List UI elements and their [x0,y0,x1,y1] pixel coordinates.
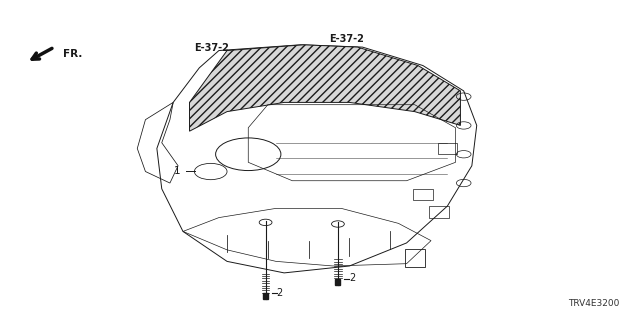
Bar [429,206,449,218]
Text: 1: 1 [174,166,180,176]
Text: FR.: FR. [63,49,82,60]
Text: 2: 2 [349,273,355,284]
Polygon shape [189,45,460,131]
Text: E-37-2: E-37-2 [194,43,228,53]
Text: TRV4E3200: TRV4E3200 [568,299,620,308]
Bar [413,189,433,200]
Text: E-37-2: E-37-2 [330,34,364,44]
Text: 2: 2 [276,288,283,298]
Bar [263,293,268,299]
Bar [438,143,457,154]
Bar [335,279,340,285]
Bar [405,249,424,267]
